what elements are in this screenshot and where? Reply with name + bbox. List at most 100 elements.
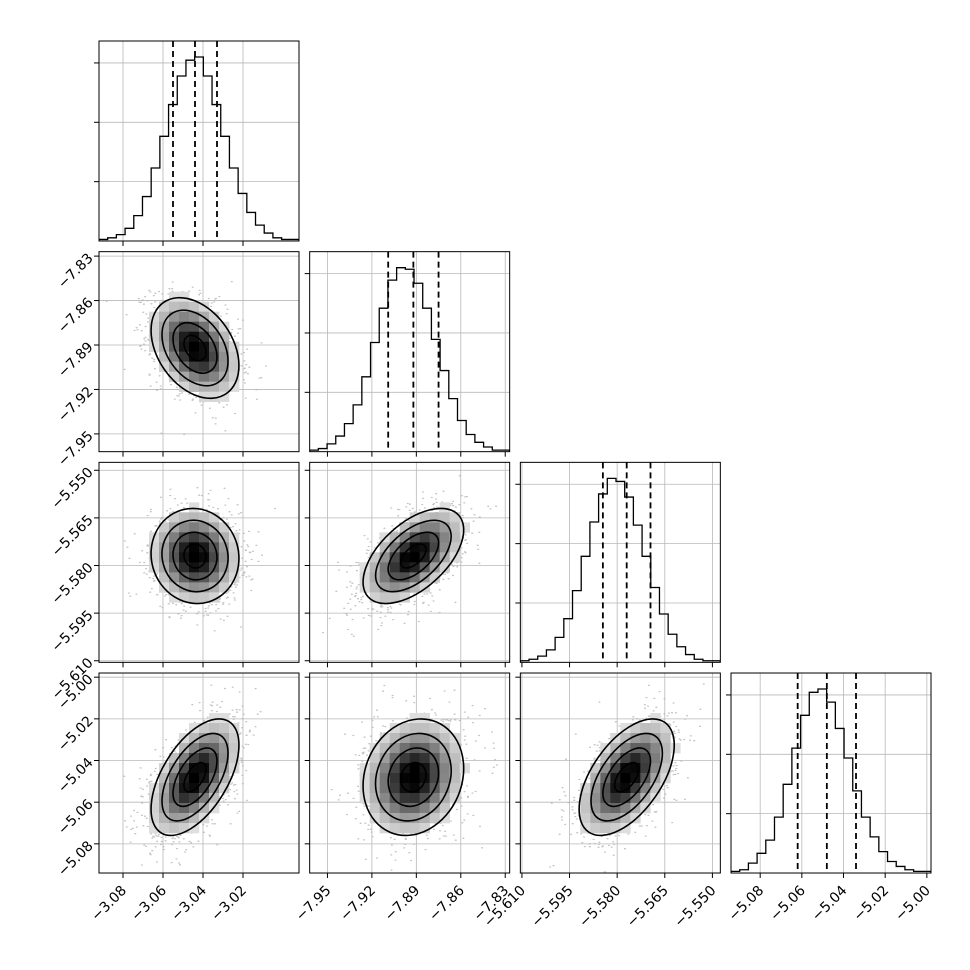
density-cell: [369, 813, 380, 824]
density-cell: [419, 753, 430, 764]
density-cell: [199, 331, 210, 342]
density-cell: [379, 743, 390, 754]
density-cell: [159, 331, 170, 342]
density-cell: [449, 532, 460, 543]
density-cell: [660, 723, 671, 734]
density-cell: [179, 773, 190, 784]
density-cell: [399, 773, 410, 784]
density-cell: [359, 562, 370, 573]
density-cell: [189, 532, 200, 543]
density-cell: [409, 542, 420, 553]
density-cell: [149, 803, 160, 814]
density-cell: [429, 542, 440, 553]
density-cell: [610, 743, 621, 754]
density-cell: [159, 361, 170, 372]
density-cell: [379, 803, 390, 814]
density-cell: [640, 723, 651, 734]
density-cell: [650, 793, 661, 804]
density-cell: [389, 592, 400, 603]
density-cell: [199, 803, 210, 814]
density-cell: [389, 803, 400, 814]
density-cell: [169, 301, 180, 312]
density-cell: [189, 331, 200, 342]
x-tick-label: −5.08: [726, 883, 768, 925]
contour-line: [150, 296, 240, 400]
density-cell: [660, 743, 671, 754]
density-cell: [199, 301, 210, 312]
density-cell: [429, 723, 440, 734]
density-cell: [449, 783, 460, 794]
density-cell: [209, 723, 220, 734]
density-cell: [179, 522, 190, 533]
contour-line: [399, 543, 427, 569]
density-cell: [209, 713, 220, 724]
density-cell: [590, 793, 601, 804]
density-cell: [409, 803, 420, 814]
density-cell: [209, 773, 220, 784]
panel-frame: [98, 40, 300, 242]
density-cell: [229, 351, 240, 362]
histogram-step: [99, 56, 299, 241]
density-cell: [209, 371, 220, 382]
density-cell: [179, 572, 190, 583]
density-cell: [399, 723, 410, 734]
hist-panel-0: [94, 40, 300, 246]
density-cell: [439, 532, 450, 543]
density-cell: [439, 562, 450, 573]
density-cell: [620, 813, 631, 824]
density-cell: [620, 783, 631, 794]
scatter-panel-3-1: −7.95 −7.92 −7.89 −7.86 −7.83: [293, 672, 512, 924]
density-cell: [439, 793, 450, 804]
density-cell: [580, 793, 591, 804]
density-cell: [199, 793, 210, 804]
density-cell: [399, 823, 410, 834]
contour-line: [399, 761, 427, 793]
density-cell: [209, 331, 220, 342]
density-cell: [219, 321, 230, 332]
density-cell: [229, 572, 240, 583]
contour-line: [161, 519, 229, 593]
density-cell: [219, 763, 230, 774]
density-cell: [419, 773, 430, 784]
density-cell: [189, 733, 200, 744]
density-cell: [159, 542, 170, 553]
density-cell: [620, 753, 631, 764]
density-cell: [179, 793, 190, 804]
density-cell: [429, 743, 440, 754]
density-cell: [399, 793, 410, 804]
density-cell: [199, 582, 210, 593]
panel-frame: [309, 672, 511, 874]
density-cell: [199, 512, 210, 523]
density-cell: [199, 522, 210, 533]
contour-line: [183, 334, 207, 362]
density-cell: [419, 582, 430, 593]
density-cell: [409, 723, 420, 734]
contour-line: [172, 747, 218, 808]
density-cell: [229, 562, 240, 573]
density-cell: [209, 783, 220, 794]
density-cell: [209, 351, 220, 362]
density-cell: [159, 763, 170, 774]
density-cell: [650, 753, 661, 764]
density-cell: [429, 572, 440, 583]
panel-frame: [309, 251, 511, 453]
y-tick-label: −7.92: [55, 384, 97, 426]
density-cell: [219, 783, 230, 794]
density-cell: [169, 291, 180, 302]
density-cell: [439, 813, 450, 824]
density-cell: [620, 773, 631, 784]
density-cell: [209, 552, 220, 563]
density-cell: [580, 783, 591, 794]
density-cell: [409, 532, 420, 543]
density-cell: [640, 763, 651, 774]
contour-line: [150, 718, 240, 837]
density-cell: [219, 391, 230, 402]
density-cell: [419, 733, 430, 744]
x-tick-label: −5.04: [809, 883, 851, 925]
scatter-panel-3-2: −5.610 −5.595 −5.580 −5.565 −5.550: [481, 672, 721, 931]
density-cell: [449, 793, 460, 804]
density-cell: [209, 381, 220, 392]
density-cell: [399, 803, 410, 814]
hist-panel-1: [304, 251, 511, 457]
density-cell: [379, 572, 390, 583]
